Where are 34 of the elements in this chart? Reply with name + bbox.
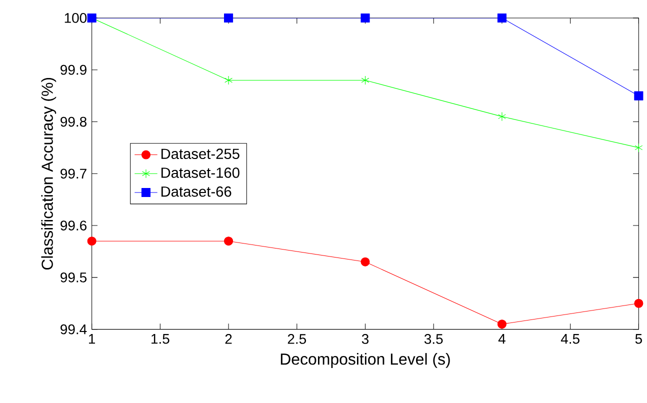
point (497, 320, 506, 329)
x-tick-label: 1 (88, 334, 96, 344)
point (634, 91, 644, 100)
y-axis-title: Classification Accuracy (%) (41, 78, 56, 270)
x-tick-label: 4 (498, 334, 506, 344)
point (87, 236, 96, 246)
point (634, 143, 643, 152)
point (224, 13, 234, 22)
x-tick-label: 1.5 (152, 334, 170, 344)
y-tick-label: 99.6 (60, 220, 86, 230)
y-tick-label: 99.7 (60, 168, 86, 179)
x-axis-title: Decomposition Level (s) (280, 352, 450, 368)
y-tick-label: 99.9 (60, 64, 86, 75)
y-tick-label: 99.5 (60, 272, 87, 282)
point (224, 76, 232, 85)
legend-label: Dataset-255 (161, 148, 240, 159)
point (224, 236, 234, 246)
legend-label: Dataset-66 (161, 186, 232, 197)
x-tick-label: 2.5 (288, 334, 306, 344)
y-tick-label: 99.4 (60, 324, 87, 334)
y-tick-label: 100 (64, 12, 87, 23)
x-tick-label: 3 (362, 334, 369, 344)
point (497, 13, 506, 22)
point (360, 13, 370, 22)
point (634, 298, 644, 308)
x-tick-label: 4.5 (560, 334, 580, 344)
y-tick-label: 99.8 (60, 116, 86, 127)
legend-label: Dataset-160 (161, 167, 240, 178)
point (360, 257, 370, 266)
x-tick-label: 2 (225, 334, 232, 344)
x-tick-label: 5 (635, 334, 642, 344)
x-tick-label: 3.5 (424, 334, 443, 344)
point (361, 76, 370, 85)
point (498, 112, 506, 122)
